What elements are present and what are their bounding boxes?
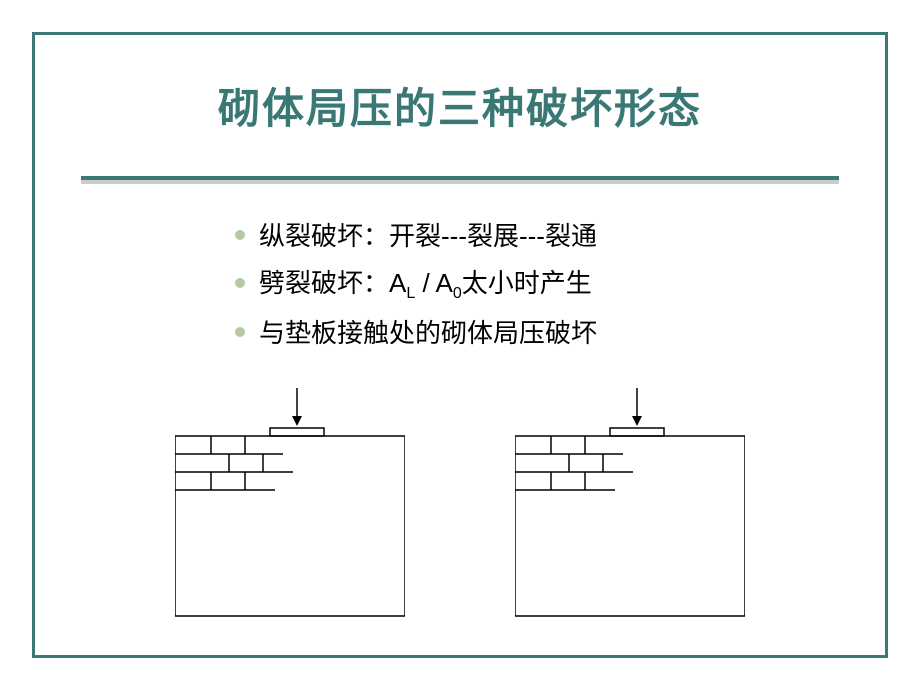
bullet-text: 纵裂破坏：开裂---裂展---裂通 [259,216,597,253]
bullet-text-part: 劈裂破坏：A [259,268,406,298]
bullet-dot-icon [235,230,245,240]
bullet-dot-icon [235,327,245,337]
bullet-list: 纵裂破坏：开裂---裂展---裂通 劈裂破坏：AL / A0太小时产生 与垫板接… [235,216,885,350]
title-divider [81,176,839,180]
bullet-item: 纵裂破坏：开裂---裂展---裂通 [235,216,885,253]
failure-diagram-left [175,376,405,621]
diagram-area [35,376,885,621]
bullet-text: 与垫板接触处的砌体局压破坏 [259,313,597,350]
bullet-text: 劈裂破坏：AL / A0太小时产生 [259,263,592,303]
bullet-dot-icon [235,278,245,288]
failure-diagram-right [515,376,745,621]
bullet-item: 与垫板接触处的砌体局压破坏 [235,313,885,350]
slide-title: 砌体局压的三种破坏形态 [35,75,885,136]
bullet-text-part: 太小时产生 [462,268,592,298]
slide-card: 砌体局压的三种破坏形态 纵裂破坏：开裂---裂展---裂通 劈裂破坏：AL / … [32,32,888,658]
bullet-subscript: 0 [453,285,462,302]
diagram-svg [175,376,405,621]
bullet-item: 劈裂破坏：AL / A0太小时产生 [235,263,885,303]
diagram-svg [515,376,745,621]
bullet-subscript: L [406,285,415,302]
bullet-text-part: / A [415,268,453,298]
